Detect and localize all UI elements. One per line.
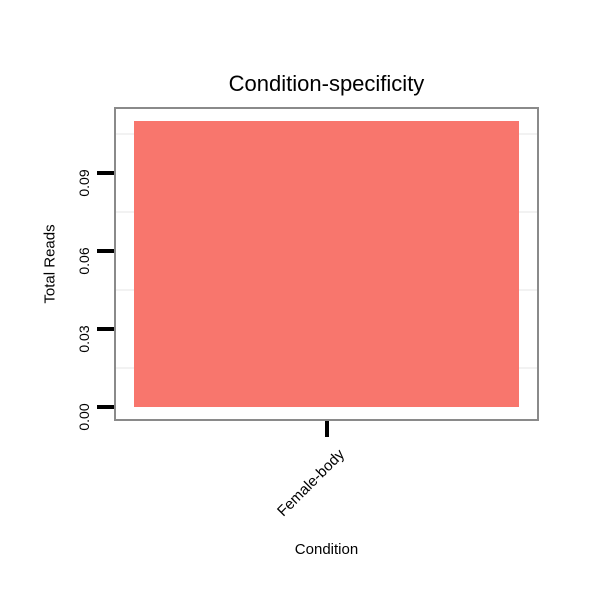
y-tick-label: 0.06 xyxy=(76,247,92,275)
y-tick-mark xyxy=(97,327,114,331)
y-tick-label: 0.09 xyxy=(76,169,92,197)
chart-title: Condition-specificity xyxy=(228,71,425,96)
x-tick-mark xyxy=(325,421,329,437)
y-tick-label: 0.00 xyxy=(76,403,92,431)
y-tick-mark xyxy=(97,171,114,175)
x-axis-title: Condition xyxy=(294,541,359,558)
y-axis-title: Total Reads xyxy=(41,224,59,304)
y-tick-mark xyxy=(97,405,114,409)
bar-female-body xyxy=(134,121,519,407)
y-tick-mark xyxy=(97,249,114,253)
y-tick-label: 0.03 xyxy=(76,325,92,353)
